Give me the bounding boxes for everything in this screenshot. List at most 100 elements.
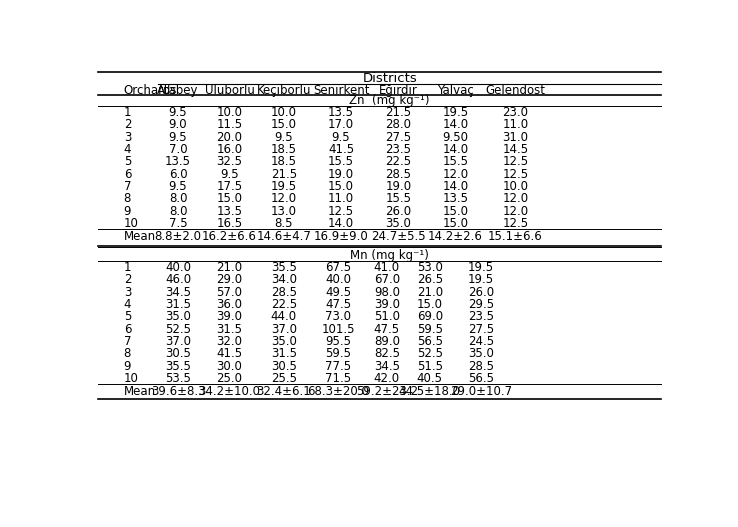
Text: 15.0: 15.0 [443,217,469,230]
Text: Atabey: Atabey [157,83,199,96]
Text: Uluborlu: Uluborlu [204,83,255,96]
Text: 59.2±23.2: 59.2±23.2 [356,385,418,397]
Text: 56.5: 56.5 [417,335,443,348]
Text: 14.6±4.7: 14.6±4.7 [256,230,311,242]
Text: 28.5: 28.5 [271,286,297,299]
Text: 12.5: 12.5 [328,205,354,218]
Text: Keçiborlu: Keçiborlu [257,83,311,96]
Text: 10: 10 [124,217,139,230]
Text: 16.2±6.6: 16.2±6.6 [202,230,257,242]
Text: 31.5: 31.5 [165,298,191,311]
Text: 6: 6 [124,323,131,336]
Text: 16.5: 16.5 [216,217,243,230]
Text: 67.5: 67.5 [325,261,351,274]
Text: 15.0: 15.0 [417,298,443,311]
Text: 23.5: 23.5 [385,143,411,156]
Text: 95.5: 95.5 [325,335,351,348]
Text: 52.5: 52.5 [417,347,443,360]
Text: 35.0: 35.0 [385,217,411,230]
Text: 73.0: 73.0 [325,310,351,324]
Text: Mn (mg kg⁻¹): Mn (mg kg⁻¹) [351,249,429,262]
Text: 13.5: 13.5 [216,205,243,218]
Text: 12.5: 12.5 [503,155,528,168]
Text: 8.0: 8.0 [169,192,187,206]
Text: 34.5: 34.5 [374,360,400,373]
Text: 19.5: 19.5 [468,273,494,286]
Text: 30.0: 30.0 [216,360,243,373]
Text: 4: 4 [124,298,131,311]
Text: 31.5: 31.5 [216,323,243,336]
Text: 40.5: 40.5 [417,372,443,385]
Text: 98.0: 98.0 [374,286,400,299]
Text: 9.5: 9.5 [169,180,187,193]
Text: 57.0: 57.0 [216,286,243,299]
Text: 13.5: 13.5 [328,106,354,119]
Text: 9.50: 9.50 [443,131,469,143]
Text: 51.5: 51.5 [417,360,443,373]
Text: 9.5: 9.5 [220,168,239,181]
Text: 12.5: 12.5 [503,217,528,230]
Text: 14.2±2.6: 14.2±2.6 [428,230,483,242]
Text: 8.0: 8.0 [169,205,187,218]
Text: 6: 6 [124,168,131,181]
Text: 12.0: 12.0 [271,192,297,206]
Text: 37.0: 37.0 [271,323,297,336]
Text: 53.5: 53.5 [165,372,191,385]
Text: 21.5: 21.5 [385,106,411,119]
Text: 12.0: 12.0 [503,205,528,218]
Text: 15.0: 15.0 [216,192,243,206]
Text: 44.5±18.0: 44.5±18.0 [399,385,461,397]
Text: 10: 10 [124,372,139,385]
Text: 32.4±6.1: 32.4±6.1 [257,385,311,397]
Text: 17.0: 17.0 [328,118,354,131]
Text: 25.5: 25.5 [271,372,297,385]
Text: 8: 8 [124,192,131,206]
Text: 2: 2 [124,118,131,131]
Text: 35.5: 35.5 [165,360,191,373]
Text: 1: 1 [124,106,131,119]
Text: 89.0: 89.0 [374,335,400,348]
Text: 8.5: 8.5 [275,217,293,230]
Text: 24.7±5.5: 24.7±5.5 [371,230,426,242]
Text: 1: 1 [124,261,131,274]
Text: Districts: Districts [362,72,417,85]
Text: 71.5: 71.5 [325,372,351,385]
Text: 39.0: 39.0 [374,298,400,311]
Text: 7: 7 [124,180,131,193]
Text: 11.0: 11.0 [328,192,354,206]
Text: 21.0: 21.0 [417,286,443,299]
Text: 27.5: 27.5 [468,323,494,336]
Text: 5: 5 [124,310,131,324]
Text: Gelendost: Gelendost [486,83,545,96]
Text: 29.0: 29.0 [216,273,243,286]
Text: 59.5: 59.5 [417,323,443,336]
Text: 28.0: 28.0 [385,118,411,131]
Text: 41.0: 41.0 [373,261,400,274]
Text: 15.5: 15.5 [443,155,469,168]
Text: 21.5: 21.5 [271,168,297,181]
Text: 18.5: 18.5 [271,143,297,156]
Text: 30.5: 30.5 [165,347,191,360]
Text: 17.5: 17.5 [216,180,243,193]
Text: 14.0: 14.0 [442,118,469,131]
Text: Orchards: Orchards [124,83,177,96]
Text: 9.5: 9.5 [169,131,187,143]
Text: 13.0: 13.0 [271,205,297,218]
Text: 16.0: 16.0 [216,143,243,156]
Text: Eğirdir: Eğirdir [379,83,418,96]
Text: 4: 4 [124,143,131,156]
Text: 40.0: 40.0 [165,261,191,274]
Text: 47.5: 47.5 [373,323,400,336]
Text: 19.0: 19.0 [385,180,411,193]
Text: 34.5: 34.5 [165,286,191,299]
Text: 9.0: 9.0 [169,118,187,131]
Text: 53.0: 53.0 [417,261,443,274]
Text: 13.5: 13.5 [165,155,191,168]
Text: 51.0: 51.0 [374,310,400,324]
Text: 35.0: 35.0 [165,310,191,324]
Text: 5: 5 [124,155,131,168]
Text: 44.0: 44.0 [271,310,297,324]
Text: 7.0: 7.0 [169,143,187,156]
Text: 12.0: 12.0 [503,192,528,206]
Text: 19.5: 19.5 [271,180,297,193]
